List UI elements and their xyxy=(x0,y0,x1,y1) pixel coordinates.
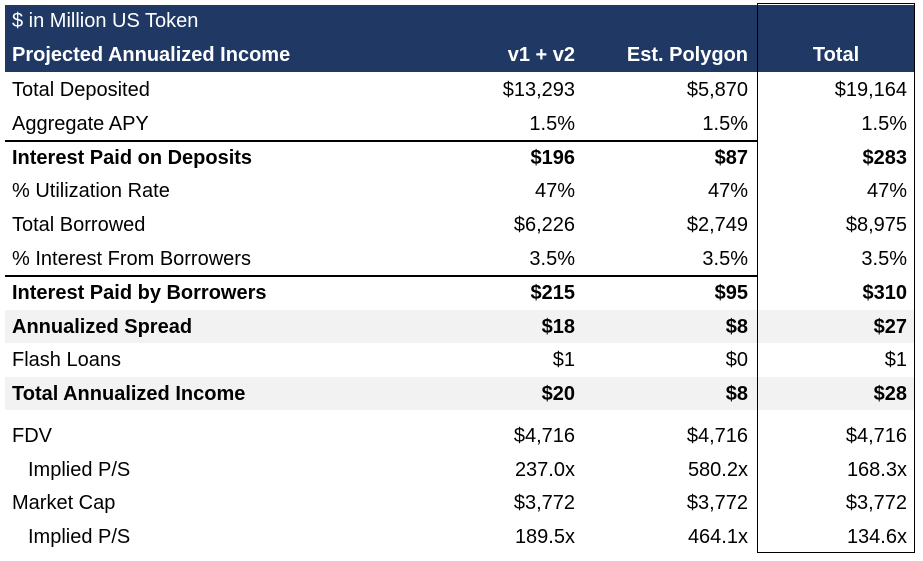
row-value: 1.5% xyxy=(861,112,907,135)
row-label: Total Annualized Income xyxy=(12,383,246,406)
row-value: $13,293 xyxy=(502,79,575,101)
row-label: Flash Loans xyxy=(12,349,121,372)
row-label: Market Cap xyxy=(12,492,116,515)
row-label: % Interest From Borrowers xyxy=(12,248,251,270)
row-value: 47% xyxy=(534,180,575,203)
row-label: % Utilization Rate xyxy=(12,180,170,203)
unit-label: $ in Million US Token xyxy=(12,10,199,32)
row-value: $95 xyxy=(714,281,748,304)
row-label: Interest Paid by Borrowers xyxy=(12,281,267,304)
row-value: $20 xyxy=(541,383,575,406)
row-value: 3.5% xyxy=(702,248,748,270)
row-shade xyxy=(5,309,915,343)
row-label: Implied P/S xyxy=(28,526,131,549)
row-value: 580.2x xyxy=(687,458,748,481)
row-label: Annualized Spread xyxy=(12,315,193,338)
row-value: 1.5% xyxy=(529,112,575,135)
row-value: 47% xyxy=(866,180,907,203)
row-rule xyxy=(5,275,757,277)
row-value: $87 xyxy=(714,146,748,169)
row-value: 3.5% xyxy=(529,248,575,270)
column-header: Est. Polygon xyxy=(626,44,748,66)
row-value: $8 xyxy=(725,383,748,406)
row-value: 1.5% xyxy=(702,112,748,135)
row-value: $5,870 xyxy=(686,79,748,101)
row-value: $4,716 xyxy=(513,425,575,447)
row-label: FDV xyxy=(12,425,52,447)
total-column-box xyxy=(757,3,915,553)
row-value: $215 xyxy=(530,281,576,304)
row-label: Aggregate APY xyxy=(12,112,149,135)
row-value: $196 xyxy=(530,146,576,169)
row-rule xyxy=(5,139,757,143)
row-value: $8 xyxy=(725,315,748,338)
row-value: 464.1x xyxy=(687,526,748,549)
row-value: $3,772 xyxy=(686,492,748,515)
row-value: $28 xyxy=(873,383,907,406)
row-value: $3,772 xyxy=(513,492,575,515)
row-value: $310 xyxy=(862,281,908,304)
row-label: Implied P/S xyxy=(28,458,131,481)
row-value: $19,164 xyxy=(834,79,907,101)
row-label: Total Borrowed xyxy=(12,214,146,237)
row-value: $1 xyxy=(552,349,575,372)
row-value: 189.5x xyxy=(514,526,575,549)
row-value: $8,975 xyxy=(845,214,907,237)
row-label: Total Deposited xyxy=(12,79,150,101)
row-value: $2,749 xyxy=(686,214,748,237)
row-value: $4,716 xyxy=(686,425,748,447)
row-value: 168.3x xyxy=(846,458,907,481)
column-header: v1 + v2 xyxy=(507,44,575,66)
row-value: $18 xyxy=(541,315,575,338)
column-header: Total xyxy=(812,44,860,66)
row-shade xyxy=(5,377,915,411)
row-value: 237.0x xyxy=(514,458,575,481)
row-value: 47% xyxy=(707,180,748,203)
row-value: $283 xyxy=(862,146,908,169)
header-band xyxy=(5,5,915,72)
row-label: Interest Paid on Deposits xyxy=(12,146,253,169)
row-value: $27 xyxy=(873,315,907,338)
row-value: $4,716 xyxy=(845,425,907,447)
row-value: $0 xyxy=(725,349,748,372)
column-header: Projected Annualized Income xyxy=(12,44,291,66)
row-value: $6,226 xyxy=(513,214,575,237)
row-value: 134.6x xyxy=(846,526,907,549)
row-value: 3.5% xyxy=(861,248,907,270)
row-value: $3,772 xyxy=(845,492,907,515)
row-value: $1 xyxy=(884,349,907,372)
